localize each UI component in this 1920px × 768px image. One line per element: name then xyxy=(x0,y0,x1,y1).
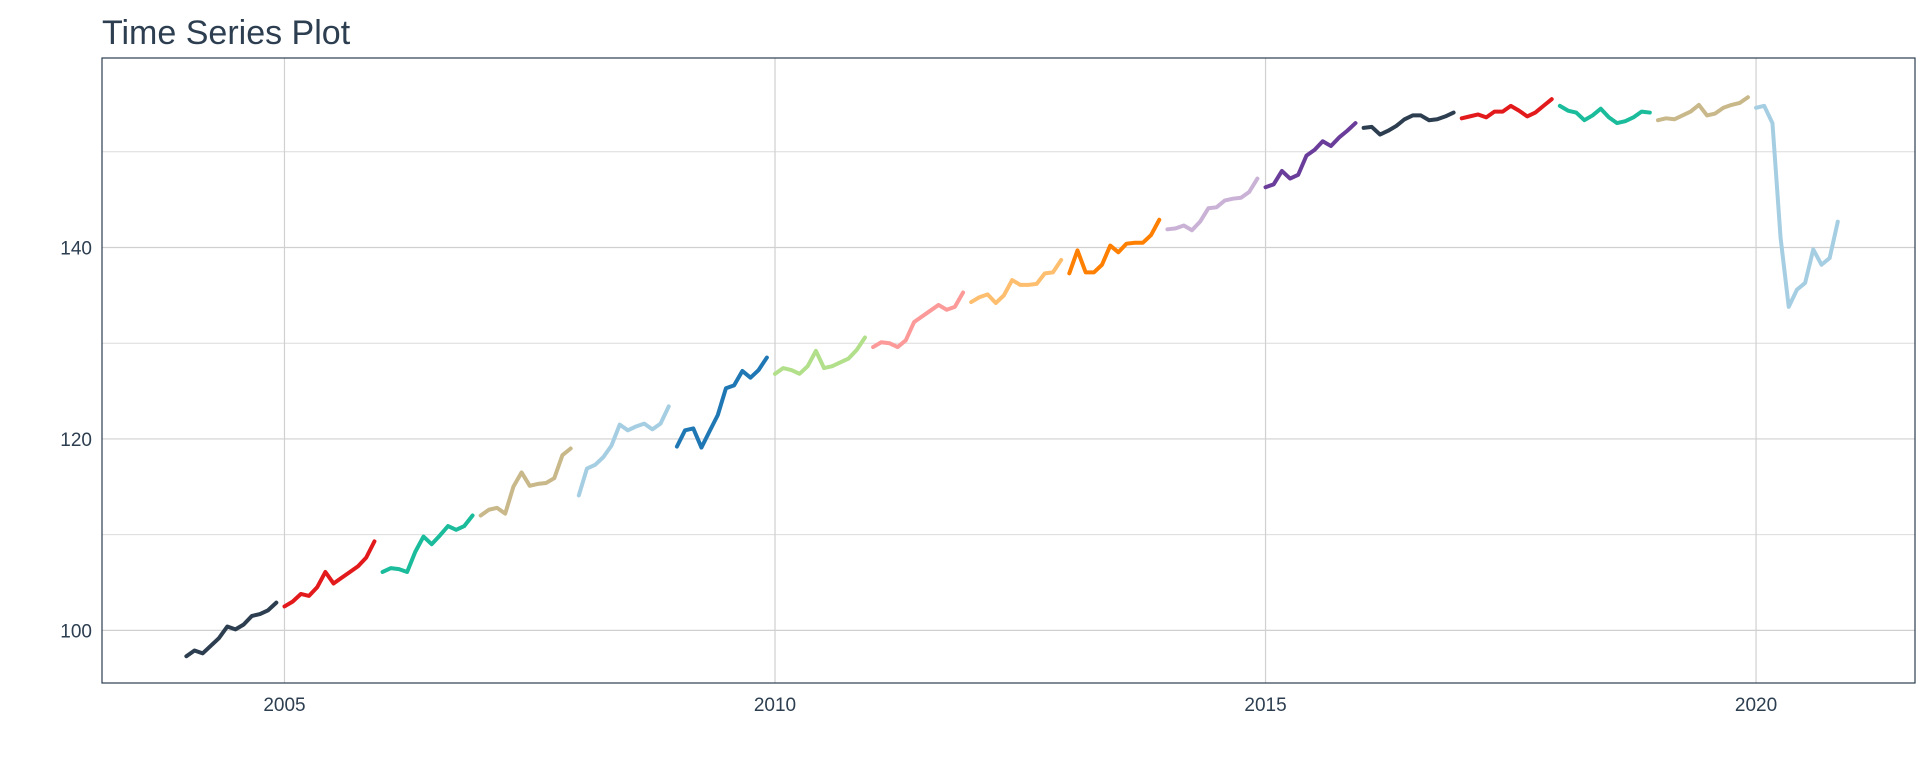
series-line xyxy=(773,335,867,376)
series-line xyxy=(1557,103,1652,126)
x-tick-label: 2010 xyxy=(754,695,796,716)
series-line xyxy=(1263,121,1358,190)
series-line xyxy=(871,290,966,350)
series-line xyxy=(184,600,279,659)
y-tick-label: 140 xyxy=(60,239,92,260)
series-line xyxy=(282,539,377,609)
x-tick-label: 2015 xyxy=(1244,695,1286,716)
series-line xyxy=(1459,97,1554,121)
series-line xyxy=(674,355,769,450)
series-line xyxy=(1655,95,1750,123)
x-tick-label: 2020 xyxy=(1735,695,1777,716)
chart-title: Time Series Plot xyxy=(102,14,351,52)
series-line xyxy=(380,513,475,574)
series-line xyxy=(969,257,1064,306)
series-line xyxy=(1754,103,1840,309)
x-tick-label: 2005 xyxy=(263,695,305,716)
plot-border xyxy=(101,57,1916,684)
y-tick-label: 120 xyxy=(60,430,92,451)
series-line xyxy=(1165,176,1260,233)
series-line xyxy=(576,404,671,498)
y-tick-label: 100 xyxy=(60,621,92,642)
series-line xyxy=(478,446,573,518)
series-line xyxy=(1361,110,1456,137)
series-line xyxy=(1067,217,1162,276)
